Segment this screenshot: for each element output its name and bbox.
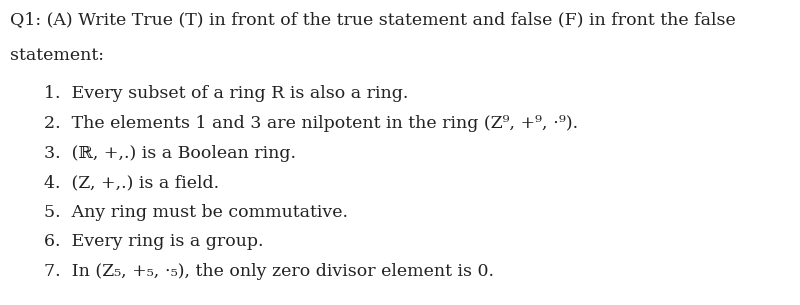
Text: statement:: statement: bbox=[10, 47, 104, 64]
Text: 3.  (ℝ, +,.) is a Boolean ring.: 3. (ℝ, +,.) is a Boolean ring. bbox=[44, 145, 296, 162]
Text: 7.  In (Z₅, +₅, ⋅₅), the only zero divisor element is 0.: 7. In (Z₅, +₅, ⋅₅), the only zero diviso… bbox=[44, 263, 494, 280]
Text: 5.  Any ring must be commutative.: 5. Any ring must be commutative. bbox=[44, 204, 348, 221]
Text: 6.  Every ring is a group.: 6. Every ring is a group. bbox=[44, 233, 263, 250]
Text: 1.  Every subset of a ring R is also a ring.: 1. Every subset of a ring R is also a ri… bbox=[44, 85, 408, 102]
Text: 4.  (Z, +,.) is a field.: 4. (Z, +,.) is a field. bbox=[44, 174, 219, 191]
Text: Q1: (A) Write True (T) in front of the true statement and false (F) in front the: Q1: (A) Write True (T) in front of the t… bbox=[10, 11, 735, 28]
Text: 2.  The elements 1 and 3 are nilpotent in the ring (Z⁹, +⁹, ⋅⁹).: 2. The elements 1 and 3 are nilpotent in… bbox=[44, 115, 578, 132]
